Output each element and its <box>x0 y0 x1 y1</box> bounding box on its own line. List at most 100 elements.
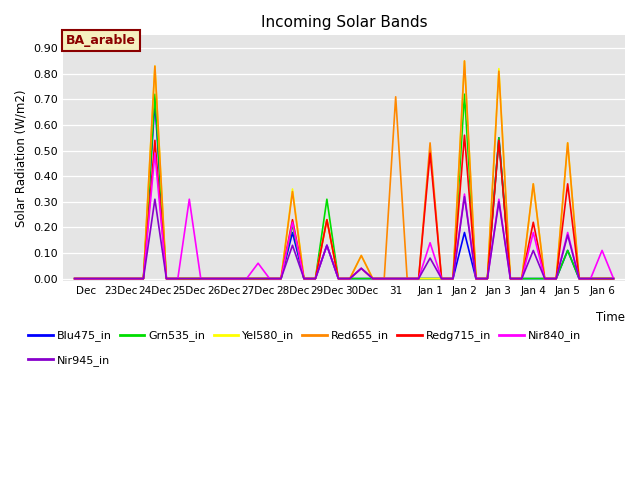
Red655_in <box>575 276 583 281</box>
Nir840_in <box>220 276 228 281</box>
Redg715_in <box>209 276 216 281</box>
Grn535_in <box>587 276 595 281</box>
Nir945_in <box>380 276 388 281</box>
Y-axis label: Solar Radiation (W/m2): Solar Radiation (W/m2) <box>15 89 28 227</box>
Yel580_in <box>541 276 548 281</box>
Redg715_in <box>403 276 411 281</box>
Yel580_in <box>151 63 159 69</box>
Redg715_in <box>116 276 124 281</box>
Grn535_in <box>403 276 411 281</box>
Nir945_in <box>564 232 572 238</box>
Nir945_in <box>323 242 331 248</box>
Yel580_in <box>438 276 445 281</box>
Line: Redg715_in: Redg715_in <box>75 135 614 278</box>
Red655_in <box>495 68 502 74</box>
Grn535_in <box>335 276 342 281</box>
Yel580_in <box>461 58 468 64</box>
Red655_in <box>151 63 159 69</box>
Grn535_in <box>243 276 250 281</box>
Nir840_in <box>128 276 136 281</box>
Nir840_in <box>358 265 365 271</box>
Grn535_in <box>529 276 537 281</box>
Blu475_in <box>552 276 560 281</box>
Nir840_in <box>289 219 296 225</box>
Red655_in <box>186 276 193 281</box>
Grn535_in <box>610 276 618 281</box>
Blu475_in <box>461 229 468 235</box>
Nir840_in <box>277 276 285 281</box>
Blu475_in <box>116 276 124 281</box>
Grn535_in <box>461 91 468 97</box>
Nir945_in <box>335 276 342 281</box>
Blu475_in <box>209 276 216 281</box>
Nir840_in <box>598 248 606 253</box>
Red655_in <box>116 276 124 281</box>
Blu475_in <box>71 276 79 281</box>
Yel580_in <box>277 276 285 281</box>
Blu475_in <box>346 276 354 281</box>
Redg715_in <box>346 276 354 281</box>
Text: Time: Time <box>596 311 625 324</box>
Blu475_in <box>312 276 319 281</box>
Nir945_in <box>289 242 296 248</box>
Yel580_in <box>300 276 308 281</box>
Nir840_in <box>243 276 250 281</box>
Nir945_in <box>484 276 492 281</box>
Nir840_in <box>197 276 205 281</box>
Blu475_in <box>140 276 147 281</box>
Red655_in <box>105 276 113 281</box>
Blu475_in <box>254 276 262 281</box>
Redg715_in <box>300 276 308 281</box>
Nir945_in <box>575 276 583 281</box>
Red655_in <box>392 94 399 100</box>
Yel580_in <box>564 140 572 146</box>
Yel580_in <box>415 276 422 281</box>
Yel580_in <box>449 276 457 281</box>
Nir945_in <box>438 276 445 281</box>
Red655_in <box>323 217 331 223</box>
Red655_in <box>541 276 548 281</box>
Red655_in <box>174 276 182 281</box>
Line: Nir945_in: Nir945_in <box>75 197 614 278</box>
Blu475_in <box>335 276 342 281</box>
Yel580_in <box>369 276 376 281</box>
Grn535_in <box>300 276 308 281</box>
Nir945_in <box>426 255 434 261</box>
Yel580_in <box>289 186 296 192</box>
Nir840_in <box>209 276 216 281</box>
Yel580_in <box>380 276 388 281</box>
Nir945_in <box>312 276 319 281</box>
Nir945_in <box>529 248 537 253</box>
Grn535_in <box>358 276 365 281</box>
Nir840_in <box>472 276 480 281</box>
Nir840_in <box>575 276 583 281</box>
Redg715_in <box>461 132 468 138</box>
Red655_in <box>243 276 250 281</box>
Yel580_in <box>243 276 250 281</box>
Red655_in <box>83 276 90 281</box>
Redg715_in <box>506 276 514 281</box>
Grn535_in <box>518 276 525 281</box>
Blu475_in <box>105 276 113 281</box>
Grn535_in <box>506 276 514 281</box>
Blu475_in <box>83 276 90 281</box>
Line: Yel580_in: Yel580_in <box>75 61 614 278</box>
Redg715_in <box>369 276 376 281</box>
Red655_in <box>312 276 319 281</box>
Grn535_in <box>231 276 239 281</box>
Redg715_in <box>220 276 228 281</box>
Yel580_in <box>358 252 365 258</box>
Nir840_in <box>495 196 502 202</box>
Nir945_in <box>243 276 250 281</box>
Redg715_in <box>277 276 285 281</box>
Nir840_in <box>140 276 147 281</box>
Nir840_in <box>93 276 101 281</box>
Nir840_in <box>163 276 170 281</box>
Redg715_in <box>495 137 502 143</box>
Redg715_in <box>610 276 618 281</box>
Redg715_in <box>335 276 342 281</box>
Grn535_in <box>564 248 572 253</box>
Blu475_in <box>128 276 136 281</box>
Yel580_in <box>335 276 342 281</box>
Redg715_in <box>231 276 239 281</box>
